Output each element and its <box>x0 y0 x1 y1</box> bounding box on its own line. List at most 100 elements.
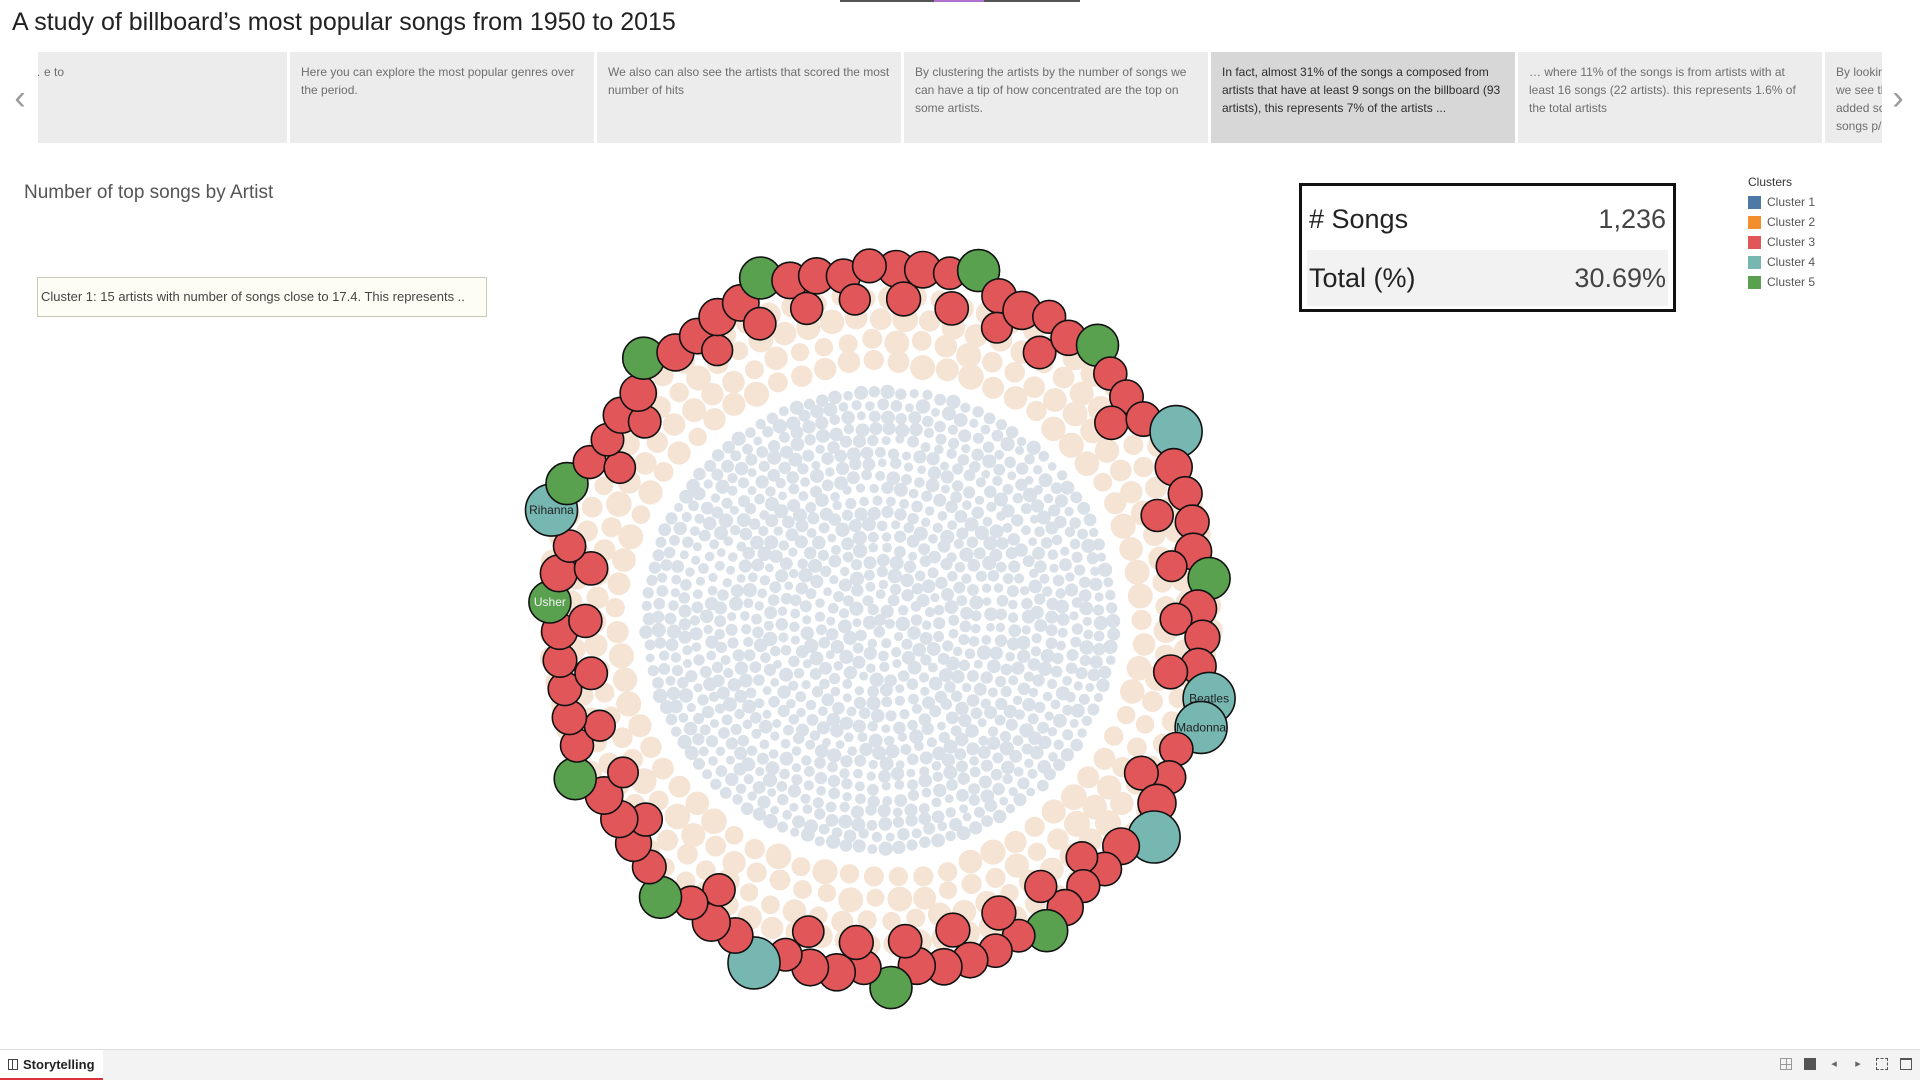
cluster-1-bubble[interactable] <box>1093 604 1105 616</box>
cluster-1-bubble[interactable] <box>805 699 817 711</box>
cluster-1-bubble[interactable] <box>1096 552 1107 562</box>
cluster-1-bubble[interactable] <box>647 665 659 677</box>
cluster-1-bubble[interactable] <box>1107 627 1121 641</box>
cluster-1-bubble[interactable] <box>829 427 844 442</box>
cluster-2-bubble[interactable] <box>1110 791 1134 816</box>
cluster-2-bubble[interactable] <box>667 441 691 465</box>
cluster-1-bubble[interactable] <box>659 650 670 661</box>
cluster-1-bubble[interactable] <box>1070 636 1082 648</box>
cluster-1-bubble[interactable] <box>694 513 705 524</box>
cluster-1-bubble[interactable] <box>1034 526 1045 537</box>
cluster-1-bubble[interactable] <box>1042 691 1053 702</box>
cluster-1-bubble[interactable] <box>747 468 757 477</box>
cluster-1-bubble[interactable] <box>976 645 992 660</box>
cluster-1-bubble[interactable] <box>699 724 711 736</box>
cluster-1-bubble[interactable] <box>881 724 891 734</box>
cluster-1-bubble[interactable] <box>943 765 958 780</box>
cluster-3-bubble[interactable] <box>702 873 736 907</box>
cluster-1-bubble[interactable] <box>973 806 985 818</box>
cluster-2-bubble[interactable] <box>982 376 1005 399</box>
cluster-1-bubble[interactable] <box>671 665 684 677</box>
cluster-1-bubble[interactable] <box>866 696 881 711</box>
cluster-1-bubble[interactable] <box>948 628 959 639</box>
cluster-1-bubble[interactable] <box>982 597 992 606</box>
cluster-1-bubble[interactable] <box>968 794 980 806</box>
cluster-1-bubble[interactable] <box>1039 573 1050 584</box>
cluster-1-bubble[interactable] <box>872 495 883 506</box>
cluster-1-bubble[interactable] <box>693 757 705 770</box>
cluster-2-bubble[interactable] <box>722 392 746 416</box>
cluster-1-bubble[interactable] <box>851 817 866 832</box>
cluster-1-bubble[interactable] <box>802 659 812 669</box>
cluster-1-bubble[interactable] <box>1057 627 1068 638</box>
cluster-1-bubble[interactable] <box>974 525 990 541</box>
cluster-1-bubble[interactable] <box>966 670 979 682</box>
cluster-1-bubble[interactable] <box>806 714 819 726</box>
cluster-1-bubble[interactable] <box>945 656 960 671</box>
cluster-1-bubble[interactable] <box>931 797 942 808</box>
cluster-1-bubble[interactable] <box>730 723 742 736</box>
cluster-1-bubble[interactable] <box>854 686 864 696</box>
cluster-1-bubble[interactable] <box>1093 692 1104 703</box>
cluster-2-bubble[interactable] <box>705 835 727 857</box>
cluster-1-bubble[interactable] <box>893 482 908 497</box>
cluster-2-bubble[interactable] <box>688 427 707 447</box>
cluster-1-bubble[interactable] <box>1071 703 1085 718</box>
cluster-1-bubble[interactable] <box>918 543 931 556</box>
cluster-1-bubble[interactable] <box>827 602 839 614</box>
cluster-1-bubble[interactable] <box>793 508 807 523</box>
cluster-1-bubble[interactable] <box>943 739 958 754</box>
cluster-2-bubble[interactable] <box>1041 799 1066 824</box>
cluster-1-bubble[interactable] <box>887 568 902 584</box>
cluster-1-bubble[interactable] <box>742 719 753 730</box>
cluster-1-bubble[interactable] <box>1047 727 1058 737</box>
cluster-1-bubble[interactable] <box>903 560 917 573</box>
cluster-1-bubble[interactable] <box>722 440 735 454</box>
cluster-1-bubble[interactable] <box>922 415 934 428</box>
cluster-1-bubble[interactable] <box>682 536 694 548</box>
cluster-1-bubble[interactable] <box>818 636 831 649</box>
cluster-1-bubble[interactable] <box>843 423 855 435</box>
cluster-1-bubble[interactable] <box>1049 563 1059 573</box>
cluster-1-bubble[interactable] <box>935 576 948 590</box>
cluster-1-bubble[interactable] <box>941 753 956 767</box>
cluster-1-bubble[interactable] <box>958 429 972 443</box>
cluster-2-bubble[interactable] <box>1119 537 1143 561</box>
cluster-2-bubble[interactable] <box>1052 366 1075 389</box>
cluster-1-bubble[interactable] <box>843 829 857 843</box>
cluster-1-bubble[interactable] <box>922 389 933 400</box>
cluster-1-bubble[interactable] <box>1011 661 1025 675</box>
cluster-1-bubble[interactable] <box>847 746 858 756</box>
cluster-2-bubble[interactable] <box>985 867 1006 888</box>
cluster-1-bubble[interactable] <box>908 693 919 705</box>
cluster-2-bubble[interactable] <box>633 452 657 475</box>
cluster-1-bubble[interactable] <box>964 648 976 659</box>
cluster-1-bubble[interactable] <box>827 533 837 543</box>
cluster-1-bubble[interactable] <box>940 461 949 471</box>
cluster-1-bubble[interactable] <box>798 491 809 502</box>
cluster-1-bubble[interactable] <box>680 579 692 591</box>
cluster-1-bubble[interactable] <box>1029 514 1039 524</box>
cluster-1-bubble[interactable] <box>780 645 792 656</box>
cluster-1-bubble[interactable] <box>940 529 955 545</box>
cluster-1-bubble[interactable] <box>1052 713 1067 728</box>
cluster-1-bubble[interactable] <box>885 710 897 722</box>
cluster-1-bubble[interactable] <box>953 581 966 594</box>
cluster-3-bubble[interactable] <box>1159 602 1193 636</box>
cluster-1-bubble[interactable] <box>865 401 875 411</box>
cluster-1-bubble[interactable] <box>947 571 958 582</box>
cluster-1-bubble[interactable] <box>920 686 930 696</box>
cluster-1-bubble[interactable] <box>906 768 916 778</box>
cluster-1-bubble[interactable] <box>775 477 786 489</box>
cluster-1-bubble[interactable] <box>980 759 994 772</box>
cluster-1-bubble[interactable] <box>885 744 900 759</box>
cluster-1-bubble[interactable] <box>1030 605 1044 620</box>
cluster-1-bubble[interactable] <box>1093 630 1105 642</box>
cluster-1-bubble[interactable] <box>795 519 809 533</box>
cluster-1-bubble[interactable] <box>788 655 800 667</box>
cluster-1-bubble[interactable] <box>1087 703 1100 716</box>
cluster-1-bubble[interactable] <box>755 475 769 489</box>
cluster-1-bubble[interactable] <box>993 583 1004 593</box>
cluster-1-bubble[interactable] <box>864 569 875 581</box>
cluster-1-bubble[interactable] <box>693 589 703 600</box>
